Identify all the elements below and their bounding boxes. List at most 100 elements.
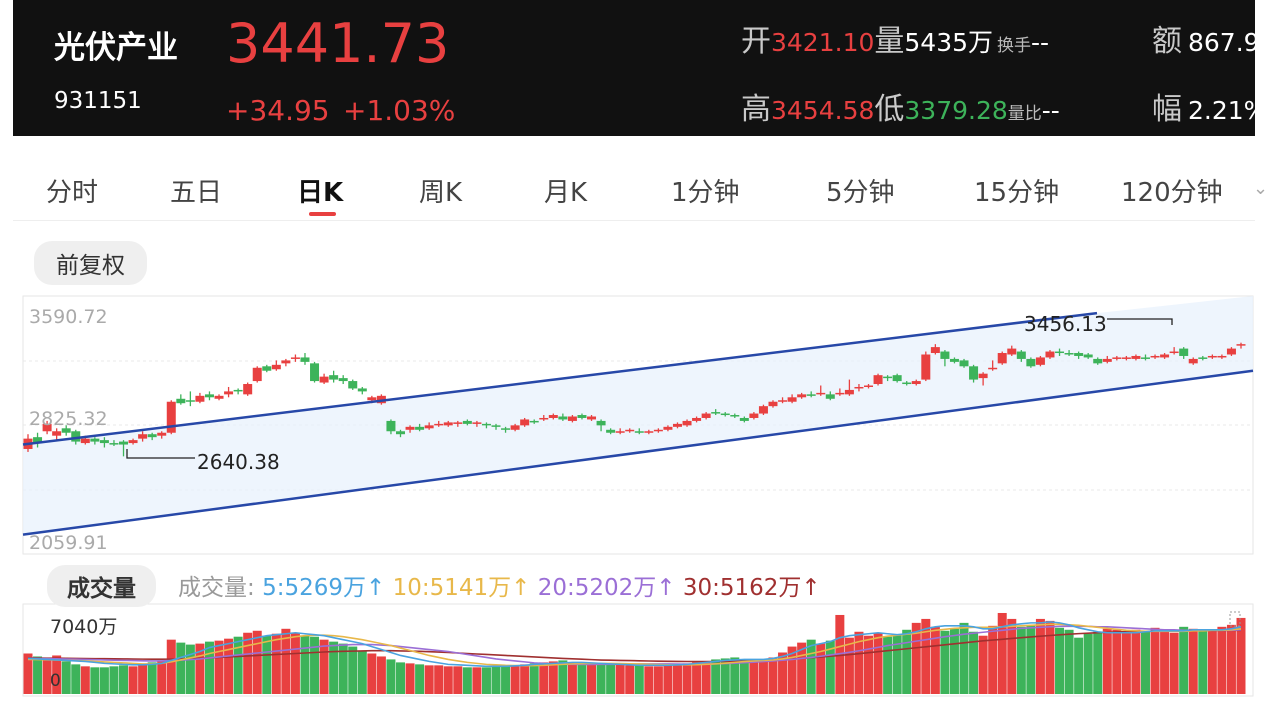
candle-body <box>739 417 749 421</box>
candle-body <box>567 416 577 421</box>
tab-120min[interactable]: 120分钟 <box>1121 178 1223 208</box>
tab-15min[interactable]: 15分钟 <box>974 178 1060 208</box>
candle-body <box>978 373 988 379</box>
high-label: 高 <box>741 92 771 127</box>
candle <box>204 391 214 401</box>
volume-bar <box>567 662 577 694</box>
candle <box>873 373 883 386</box>
candle <box>692 416 702 423</box>
volume-frame <box>22 603 1254 697</box>
ma20-value: 20:5202万↑ <box>537 575 676 601</box>
candle-body <box>615 431 625 433</box>
candle-body <box>520 419 530 426</box>
candle-body <box>997 353 1007 364</box>
candle-body <box>682 420 692 426</box>
candle <box>348 379 358 390</box>
candle-body <box>930 347 940 354</box>
candle <box>844 379 854 396</box>
candle <box>1160 353 1170 359</box>
chevron-down-icon[interactable]: ⌄ <box>1253 178 1269 199</box>
candle-body <box>577 415 587 418</box>
volume-bar <box>310 636 320 694</box>
volume-bar <box>376 656 386 694</box>
candle <box>806 391 816 398</box>
volume-legend: 成交量: 5:5269万↑ 10:5141万↑ 20:5202万↑ 30:516… <box>178 568 821 602</box>
candle-body <box>825 394 835 399</box>
candle <box>1236 342 1246 349</box>
candle <box>711 409 721 416</box>
candle-body <box>883 376 893 379</box>
candle <box>988 360 998 371</box>
volume-bar <box>23 653 33 694</box>
candle <box>310 361 320 383</box>
candle <box>128 438 138 445</box>
candle-body <box>1026 358 1036 367</box>
candle-body <box>80 438 90 444</box>
candle <box>434 420 444 427</box>
tab-1min[interactable]: 1分钟 <box>671 178 740 208</box>
candle <box>567 415 577 423</box>
open-stat: 开 3421.10 量 5435万 换手 -- <box>741 16 1049 60</box>
volume-value: 5435万 <box>904 28 994 57</box>
volume-bar <box>119 665 129 694</box>
candle <box>663 425 673 432</box>
volume-bar <box>644 666 654 694</box>
candle-body <box>816 392 826 395</box>
candle <box>166 400 176 435</box>
tab-monthly-k[interactable]: 月K <box>544 178 588 208</box>
candle-body <box>692 417 702 421</box>
candle <box>405 425 415 433</box>
candle <box>243 382 253 396</box>
volume-bar <box>672 664 682 694</box>
amount-stat: 额 867.9 <box>1152 16 1255 60</box>
volume-bar <box>42 660 52 694</box>
candle <box>653 428 663 433</box>
volume-bar <box>653 666 663 694</box>
candle-body <box>672 423 682 427</box>
candle-body <box>1140 357 1150 359</box>
tab-5min[interactable]: 5分钟 <box>826 178 895 208</box>
volume-title[interactable]: 成交量 <box>47 565 156 607</box>
volume-zero-label: 0 <box>50 671 61 691</box>
volume-bar <box>854 631 864 694</box>
volume-bar <box>558 660 568 694</box>
volume-bar <box>768 657 778 694</box>
candle <box>1188 357 1198 365</box>
candle <box>730 413 740 418</box>
candle-body <box>911 381 921 385</box>
candle-body <box>491 425 501 427</box>
volume-bar <box>176 642 186 694</box>
volume-bar <box>596 664 606 694</box>
volume-bar <box>1016 626 1026 694</box>
candle-body <box>949 358 959 362</box>
candle <box>883 375 893 382</box>
candle <box>300 353 310 365</box>
tab-five-day[interactable]: 五日 <box>170 178 223 208</box>
volume-bar <box>357 650 367 694</box>
candle <box>520 417 530 427</box>
candle-body <box>415 426 425 430</box>
price-change-pct: +1.03% <box>343 94 456 127</box>
candle-body <box>147 434 157 438</box>
volume-bar <box>128 666 138 694</box>
tab-weekly-k[interactable]: 周K <box>419 178 463 208</box>
volume-bar <box>692 662 702 694</box>
volume-bar <box>185 644 195 694</box>
candle <box>539 415 549 421</box>
volume-bar <box>510 665 520 694</box>
candle <box>577 413 587 420</box>
volume-bar <box>481 667 491 694</box>
adjust-button[interactable]: 前复权 <box>34 241 147 285</box>
candle-body <box>348 381 358 389</box>
volume-bar <box>864 635 874 694</box>
tab-daily-k[interactable]: 日K <box>297 178 344 208</box>
volume-bar <box>758 661 768 694</box>
candle <box>252 366 262 383</box>
volume-bar <box>443 666 453 694</box>
candle-body <box>319 376 329 383</box>
tab-intraday[interactable]: 分时 <box>46 178 99 208</box>
volume-bar <box>577 663 587 694</box>
candle <box>224 386 234 398</box>
volume-bar <box>548 661 558 694</box>
